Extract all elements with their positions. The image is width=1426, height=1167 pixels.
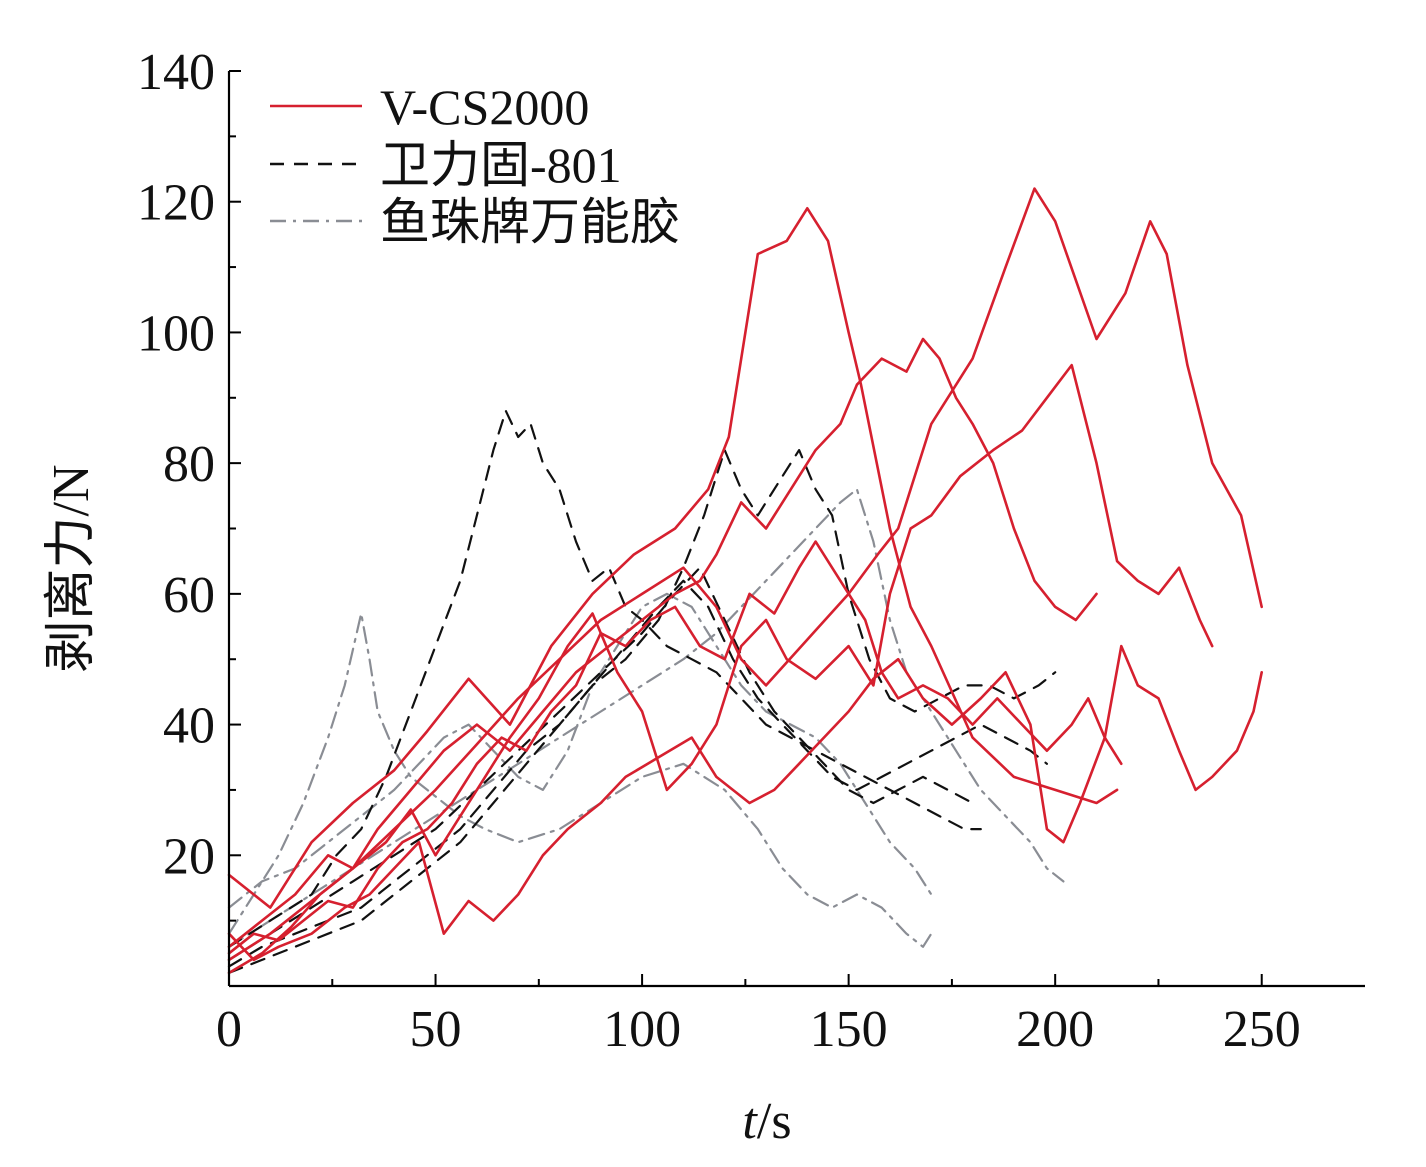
y-tick-label: 120 [137,175,215,232]
x-axis-title-unit: /s [757,1093,792,1150]
series-0-curve-5 [227,337,1098,949]
series-0-curve-4 [227,540,1123,955]
series-2-curve-1 [227,592,933,909]
series-1-curve-3 [227,566,974,961]
y-tick-label: 20 [163,828,215,885]
legend-label-0: V-CS2000 [380,79,589,135]
series-0-curve-3 [227,644,1263,962]
y-tick-label: 140 [137,44,215,101]
series-1-curve-1 [227,449,1057,968]
x-tick-label: 0 [216,1001,242,1058]
x-axis-title-variable: t [742,1093,758,1150]
legend-label-1: 卫力固-801 [380,137,622,193]
x-tick-label: 250 [1223,1001,1301,1058]
legend-label-2: 鱼珠牌万能胶 [380,194,680,250]
y-axis-title: 剥离力/N [43,464,100,672]
y-tick-label: 40 [163,698,215,755]
y-tick-label: 100 [137,305,215,362]
series-1-curve-2 [227,579,1048,974]
y-tick-label: 60 [163,567,215,624]
x-tick-label: 150 [810,1001,888,1058]
series-0-curve-0 [227,207,1119,909]
series-layer [227,187,1263,975]
x-tick-label: 200 [1016,1001,1094,1058]
series-2-curve-0 [227,612,933,948]
x-tick-label: 50 [410,1001,462,1058]
series-1-curve-0 [227,409,982,948]
ticks-layer: 20 40 60 80 100 120 140 0 50 100 150 200 250 [137,44,1301,1058]
x-tick-label: 100 [603,1001,681,1058]
x-axis-title: t/s [742,1093,791,1150]
y-tick-label: 80 [163,436,215,493]
series-2-curve-2 [227,488,1065,948]
